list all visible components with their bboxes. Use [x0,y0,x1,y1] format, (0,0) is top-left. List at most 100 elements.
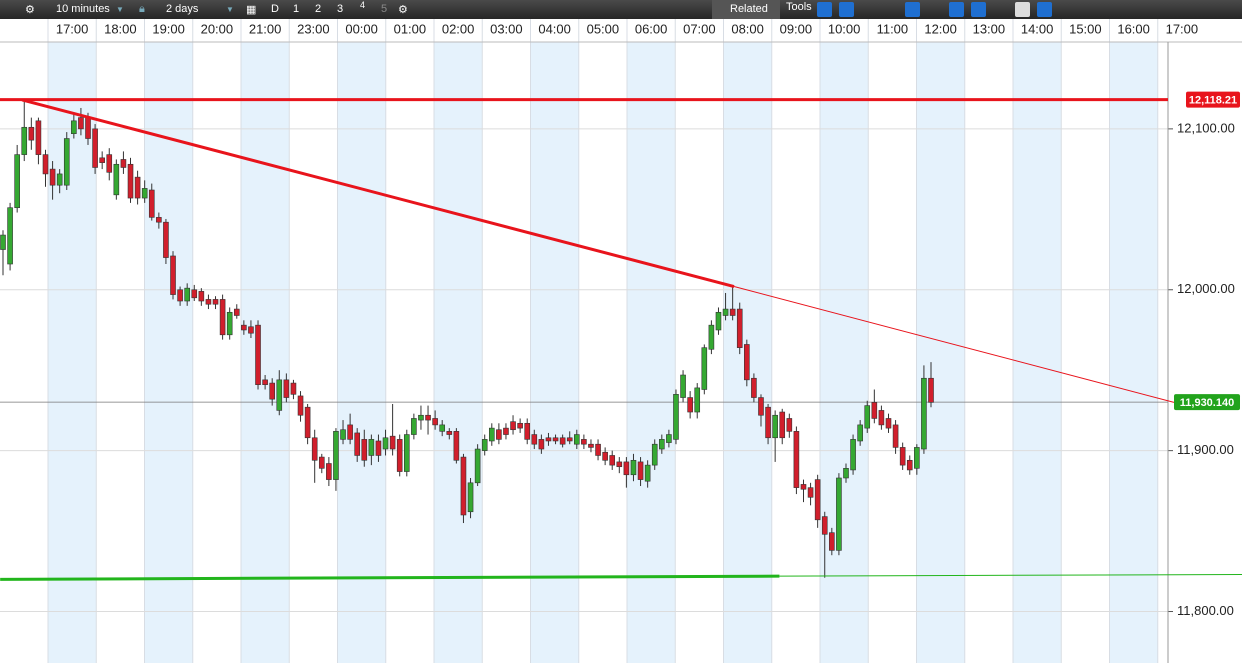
candle-body [290,382,297,395]
candle-body [588,443,594,448]
candle-body [829,532,835,551]
candle-body [871,402,878,419]
candle-body [113,163,120,196]
candle-body [418,414,424,421]
candle-body [595,443,601,456]
period-button[interactable]: 5 [381,3,388,15]
candle-body [205,299,212,305]
tool-icon[interactable] [905,2,920,17]
tool-icon[interactable] [883,2,898,17]
candle-body [637,461,644,480]
candle-body [659,439,665,450]
candle-body [226,311,233,336]
candle-body [311,437,318,461]
candle-body [729,308,736,316]
settings-icon[interactable]: ⚙ [398,4,408,16]
candle-body [736,308,743,348]
y-tick-label: 11,900.00 [1177,442,1234,457]
y-tick-label: 12,100.00 [1177,120,1235,135]
x-tick-label: 14:00 [1021,21,1054,36]
x-tick-label: 11:00 [877,21,909,36]
tool-icon[interactable] [839,2,854,17]
toolbar: ⚙ 10 minutes ▼ 🔒︎ 2 days ▼ ▦ D 1 2 3 4 5… [0,0,1242,19]
related-button[interactable]: Related [712,0,780,19]
candle-body [71,120,77,135]
candle-body [488,427,495,442]
session-band [916,42,965,663]
candle-body [354,432,360,456]
candle-body [850,439,856,471]
candle-body [708,324,715,350]
price-tag [1174,394,1240,411]
candle-body [814,479,821,521]
candle-body [460,456,467,516]
session-band [144,42,193,663]
tool-icon[interactable] [949,2,964,17]
candle-body [744,344,750,381]
period-button[interactable]: 1 [293,3,300,15]
candle-body [602,451,608,461]
interval-select[interactable]: 10 minutes [56,3,110,15]
lock-icon[interactable]: 🔒︎ [139,3,145,15]
period-button[interactable]: 3 [337,3,344,15]
related-label: Related [730,3,768,15]
dropdown-arrow[interactable]: ▼ [116,5,124,14]
trendline [733,286,1175,403]
candle-body [63,138,70,186]
candle-body [283,379,290,398]
candle-body [425,414,431,421]
candle-body [765,406,771,439]
x-tick-label: 10:00 [828,21,861,36]
candle-body [467,482,474,513]
range-select[interactable]: 2 days [166,3,199,15]
tool-icon[interactable] [817,2,832,17]
session-band [627,42,676,663]
session-band [241,42,290,663]
candle-body [793,431,800,488]
session-band [1013,42,1062,663]
x-tick-label: 02:00 [442,21,475,36]
candle-body [28,126,35,141]
candle-body [361,439,368,461]
tool-icon[interactable] [993,2,1008,17]
candle-body [375,440,382,456]
candle-body [531,434,538,445]
candle-body [297,395,304,416]
session-band [530,42,579,663]
candle-body [127,163,134,199]
candle-body [864,405,871,429]
settings-icon[interactable]: ⚙ [25,4,35,16]
candle-body [92,128,98,168]
tool-icon[interactable] [971,2,986,17]
candle-body [403,434,410,472]
candle-body [559,437,566,445]
period-button[interactable]: 2 [315,3,322,15]
candle-body [566,437,573,442]
candle-body [772,414,778,439]
calendar-icon[interactable]: ▦ [246,4,257,16]
candle-body [722,308,729,316]
tool-icon[interactable] [927,2,942,17]
candle-body [99,157,105,163]
y-tick-label: 12,000.00 [1177,281,1235,296]
candle-body [42,154,49,175]
candle-body [758,397,764,416]
candle-body [481,439,488,451]
candle-body [141,188,148,199]
price-tag-label: 11,930.140 [1180,397,1234,409]
candle-body [446,431,453,435]
tool-icon[interactable] [861,2,876,17]
print-icon[interactable] [1015,2,1030,17]
candle-body [680,374,686,398]
candle-body [439,424,446,432]
candle-body [148,189,155,218]
candle-body [474,448,481,484]
candle-body [170,255,176,295]
period-button[interactable]: D [271,3,279,15]
dropdown-arrow[interactable]: ▼ [226,5,234,14]
period-button[interactable]: 4 [360,0,366,10]
tool-icon[interactable] [1037,2,1052,17]
candle-body [843,468,849,479]
candle-body [347,424,353,440]
